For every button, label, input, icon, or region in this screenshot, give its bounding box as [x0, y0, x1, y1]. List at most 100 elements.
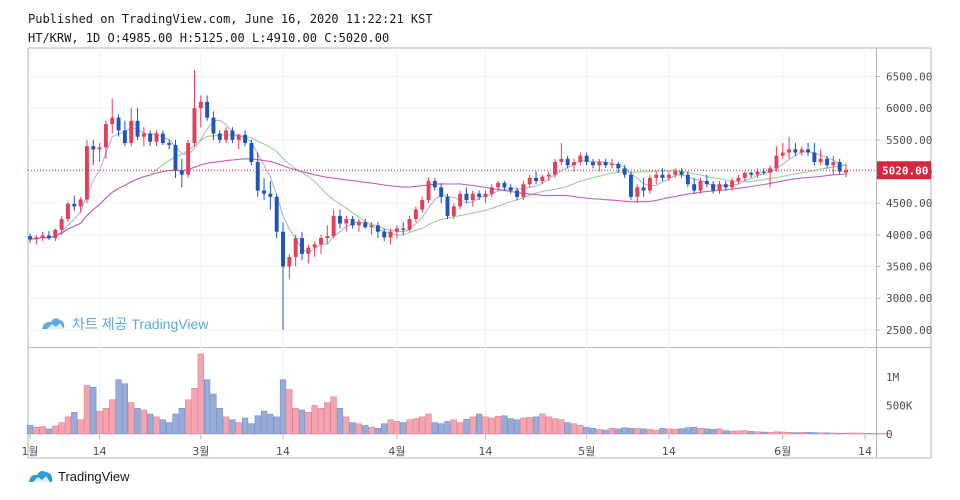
volume-bar	[564, 422, 571, 435]
candle-body	[331, 215, 336, 237]
volume-bar	[589, 428, 597, 435]
volume-bar	[798, 432, 805, 435]
candle-body	[255, 162, 260, 191]
candle-body	[666, 174, 671, 178]
candle-body	[135, 120, 140, 137]
candle-body	[167, 143, 172, 145]
volume-bar	[735, 430, 742, 435]
price-tick-label: 5500.00	[886, 134, 932, 147]
candle-body	[160, 133, 165, 144]
volume-axis: 1M 500K 0	[886, 371, 913, 441]
volume-bar	[52, 425, 59, 435]
volume-bar	[96, 410, 103, 435]
candle-body	[553, 162, 557, 175]
candle-body	[72, 203, 77, 207]
volume-bar	[577, 425, 584, 435]
volume-bar	[381, 423, 388, 435]
candle-body	[84, 146, 89, 200]
volume-bar	[741, 430, 748, 435]
volume-bar	[374, 428, 382, 435]
candle-body	[426, 181, 431, 201]
volume-bar	[204, 379, 211, 435]
volume-bar	[343, 416, 350, 435]
volume-bar	[71, 412, 78, 435]
candle-body	[350, 219, 355, 226]
candle-body	[616, 163, 621, 169]
candle-body	[837, 162, 842, 172]
volume-bar	[748, 431, 755, 435]
volume-series[interactable]	[26, 353, 888, 435]
volume-bar	[419, 416, 426, 435]
volume-bar	[273, 416, 280, 435]
volume-tick-label: 0	[886, 428, 893, 441]
volume-bar	[729, 430, 736, 435]
volume-bar	[248, 423, 255, 435]
volume-bar	[539, 413, 546, 435]
candle-body	[622, 168, 627, 175]
candle-body	[818, 158, 823, 163]
time-tick-label: 14	[276, 445, 290, 458]
candle-body	[540, 176, 545, 182]
volume-bar	[855, 432, 862, 435]
chart-frame	[27, 47, 932, 459]
volume-bar	[817, 432, 824, 435]
volume-bar	[431, 422, 438, 435]
watermark-text: 차트 제공 TradingView	[72, 316, 209, 332]
volume-bar	[279, 379, 287, 435]
volume-bar	[121, 383, 128, 435]
candle-body	[673, 171, 678, 175]
cloud-logo-icon	[42, 318, 65, 329]
candle-body	[198, 101, 203, 109]
price-tick-label: 3500.00	[886, 261, 932, 274]
volume-bar	[172, 413, 179, 435]
candle-body	[565, 158, 570, 166]
volume-bar	[368, 426, 375, 435]
volume-bar	[551, 418, 559, 435]
volume-bar	[286, 389, 293, 435]
candle-body	[59, 219, 64, 230]
volume-bar	[861, 433, 869, 435]
candle-body	[742, 172, 747, 178]
candle-body	[572, 162, 576, 166]
candle-body	[628, 174, 633, 197]
footer-brand[interactable]: TradingView	[28, 468, 130, 484]
volume-bar	[235, 422, 242, 435]
candle-series[interactable]	[28, 70, 848, 330]
volume-bar	[393, 421, 400, 435]
candle-body	[129, 120, 134, 144]
candle-body	[806, 149, 811, 153]
volume-bar	[501, 415, 508, 435]
candle-body	[388, 231, 393, 238]
volume-bar	[602, 429, 609, 435]
candle-body	[236, 134, 241, 140]
volume-bar	[178, 408, 185, 435]
candle-body	[559, 158, 564, 163]
last-price-label: 5020.00	[882, 164, 928, 177]
volume-bar	[476, 413, 483, 435]
candle-body	[704, 181, 709, 185]
volume-bar	[64, 416, 72, 435]
candle-body	[496, 182, 501, 188]
candle-body	[515, 190, 520, 197]
volume-bar	[412, 418, 419, 435]
candle-body	[337, 215, 342, 224]
candle-body	[363, 222, 368, 228]
volume-bar	[317, 408, 325, 435]
volume-bar	[634, 428, 641, 435]
volume-bar	[400, 422, 407, 435]
volume-bar	[222, 416, 230, 435]
candle-body	[281, 231, 285, 267]
volume-bar	[406, 419, 413, 435]
candle-body	[230, 130, 235, 140]
volume-bar	[532, 416, 540, 435]
ma-slow-line	[29, 158, 847, 240]
price-axis: 6500.006000.005500.005000.004500.004000.…	[876, 71, 932, 337]
volume-bar	[254, 415, 261, 435]
volume-bar	[558, 419, 565, 435]
volume-bar	[488, 417, 495, 435]
candle-body	[141, 133, 146, 137]
candle-body	[243, 134, 248, 144]
price-tick-label: 6500.00	[886, 71, 932, 84]
candle-body	[451, 206, 456, 216]
